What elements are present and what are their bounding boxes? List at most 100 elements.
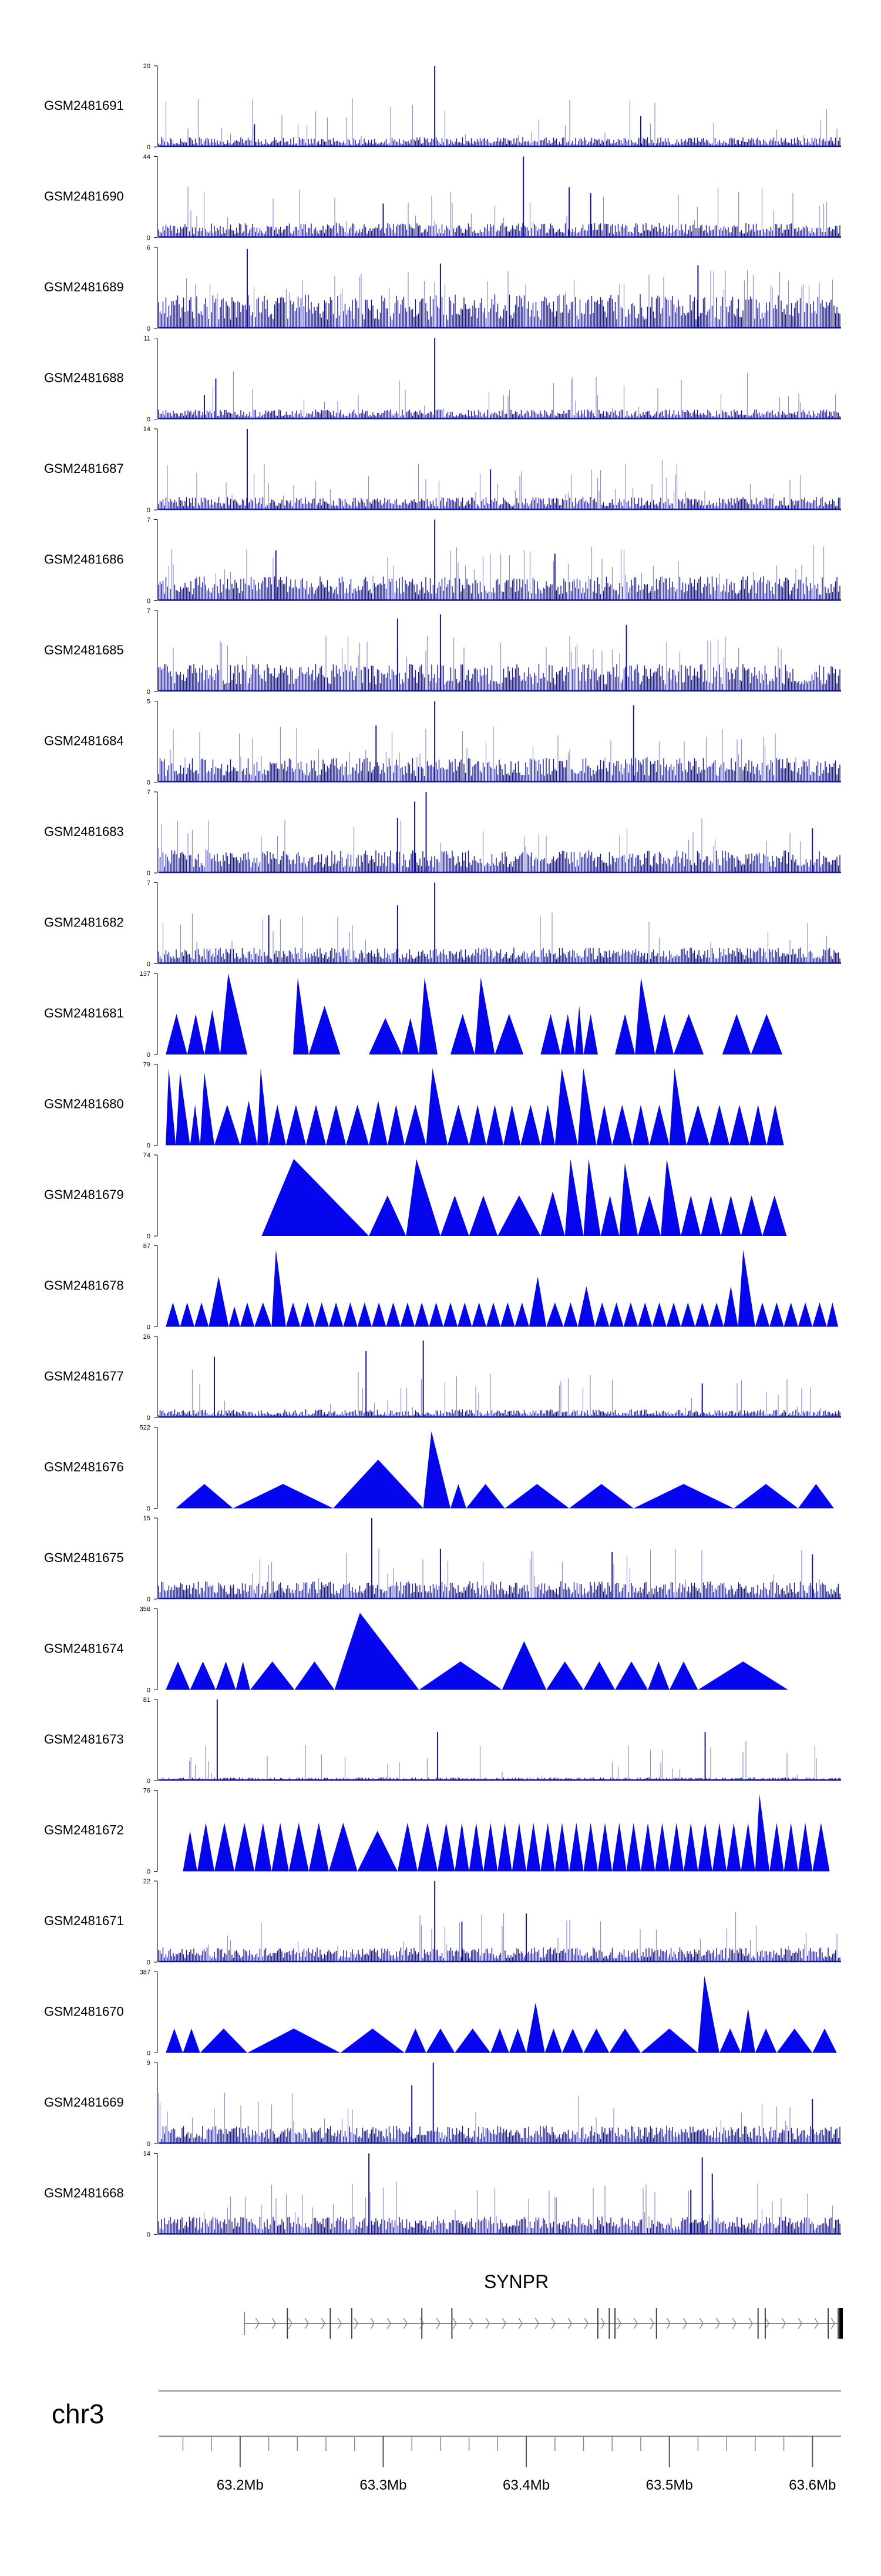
y-axis: 70 — [147, 789, 158, 877]
y-axis-min-label: 0 — [147, 1143, 150, 1150]
coverage-triangle — [369, 1100, 388, 1146]
y-axis-max-label: 7 — [147, 517, 150, 524]
coverage-triangle — [233, 1484, 334, 1509]
coverage-triangle — [529, 1276, 547, 1327]
coverage-triangle — [333, 1459, 423, 1509]
coverage-triangle — [448, 1104, 469, 1146]
coverage-triangle — [727, 1822, 741, 1872]
coverage-triangle — [426, 1068, 448, 1146]
y-axis-min-label: 0 — [147, 688, 150, 696]
y-axis: 11 0 — [144, 335, 158, 424]
coverage-triangle — [562, 2028, 584, 2053]
coverage-triangle — [166, 1302, 180, 1327]
coverage-triangle — [486, 1302, 501, 1327]
coverage-triangle — [187, 1014, 204, 1054]
signal-spikes — [158, 2093, 791, 2144]
coverage-triangle — [776, 2028, 813, 2053]
track-label: GSM2481678 — [44, 1278, 124, 1293]
coverage-triangle — [472, 1302, 486, 1327]
signal-coverage — [158, 497, 840, 510]
coverage-triangle — [574, 1006, 584, 1054]
coverage-triangle — [655, 1014, 674, 1054]
coverage-triangle — [612, 1822, 627, 1872]
coverage-triangle — [294, 1661, 335, 1690]
y-axis-min-label: 0 — [147, 870, 150, 877]
y-axis: 522 0 — [140, 1425, 158, 1513]
coverage-triangle — [469, 1195, 498, 1236]
coverage-triangle — [633, 1484, 734, 1509]
coverage-triangle — [583, 2028, 610, 2053]
track-label: GSM2481672 — [44, 1823, 124, 1838]
coverage-triangle — [308, 1006, 341, 1054]
coverage-triangle — [554, 1822, 570, 1872]
coverage-triangle — [240, 1302, 255, 1327]
track-gsm2481674: GSM2481674 356 0 — [44, 1606, 788, 1694]
signal-spikes — [191, 1369, 822, 1418]
signal-spikes — [212, 371, 836, 419]
y-axis-max-label: 387 — [140, 1969, 150, 1976]
coverage-triangle — [512, 1822, 527, 1872]
coverage-triangle — [166, 1068, 176, 1146]
coverage-triangle — [623, 1302, 638, 1327]
y-axis-min-label: 0 — [147, 780, 150, 787]
coverage-triangle — [200, 1072, 214, 1146]
coverage-triangle — [505, 1484, 570, 1509]
track-gsm2481690: GSM2481690 44 0 — [44, 154, 841, 242]
coverage-triangle — [669, 1822, 684, 1872]
coverage-triangle — [372, 1302, 386, 1327]
coverage-triangle — [236, 1661, 250, 1690]
y-axis-min-label: 0 — [147, 1052, 150, 1059]
y-axis: 26 0 — [143, 1334, 158, 1422]
signal-coverage — [158, 758, 840, 782]
coverage-triangle — [755, 2028, 777, 2053]
signal-coverage — [158, 664, 840, 691]
y-axis-min-label: 0 — [147, 2232, 150, 2239]
signal-spikes — [189, 1734, 817, 1781]
coverage-triangle — [328, 1302, 344, 1327]
y-axis-max-label: 22 — [143, 1878, 150, 1885]
coverage-triangle — [443, 1302, 458, 1327]
chromosome-label: chr3 — [52, 2399, 104, 2429]
track-gsm2481671: GSM2481671 22 0 — [44, 1878, 841, 1966]
y-axis-max-label: 81 — [143, 1697, 150, 1704]
signal-spikes — [186, 270, 833, 328]
y-axis-max-label: 26 — [143, 1334, 150, 1341]
coverage-triangle — [405, 2028, 426, 2053]
coverage-triangle — [619, 1163, 638, 1236]
coverage-triangle — [486, 1104, 504, 1146]
coverage-triangle — [540, 1822, 555, 1872]
coverage-triangle — [597, 1822, 613, 1872]
coverage-triangle — [386, 1302, 401, 1327]
coverage-triangle — [674, 1014, 704, 1054]
coverage-triangle — [784, 1822, 798, 1872]
coverage-triangle — [812, 2028, 837, 2053]
coverage-triangle — [583, 1158, 601, 1236]
y-axis-min-label: 0 — [147, 1959, 150, 1966]
coverage-triangle — [314, 1302, 329, 1327]
signal-coverage — [158, 576, 840, 601]
signal-spikes — [158, 818, 801, 873]
coverage-triangle — [400, 1302, 415, 1327]
coverage-triangle — [166, 2028, 183, 2053]
coverage-triangle — [546, 1661, 584, 1690]
track-gsm2481673: GSM2481673 81 0 — [44, 1697, 841, 1785]
signal-coverage — [158, 948, 840, 964]
track-label: GSM2481686 — [44, 552, 124, 567]
y-axis-min-label: 0 — [147, 325, 150, 333]
y-axis-max-label: 14 — [143, 426, 150, 433]
coverage-triangle — [755, 1302, 770, 1327]
coverage-triangle — [271, 1822, 289, 1872]
coverage-triangle — [438, 1822, 455, 1872]
coverage-triangle — [469, 1104, 486, 1146]
signal-spikes — [203, 2182, 833, 2235]
coverage-triangle — [741, 2008, 755, 2053]
track-label: GSM2481680 — [44, 1097, 124, 1111]
y-axis: 137 0 — [140, 970, 158, 1059]
coverage-triangle — [190, 1104, 200, 1146]
y-axis: 87 0 — [143, 1243, 158, 1331]
coverage-triangle — [741, 1822, 755, 1872]
y-axis-min-label: 0 — [147, 1506, 150, 1513]
track-gsm2481670: GSM2481670 387 0 — [44, 1969, 837, 2057]
track-gsm2481679: GSM2481679 74 0 — [44, 1152, 787, 1240]
coverage-triangle — [684, 1822, 698, 1872]
